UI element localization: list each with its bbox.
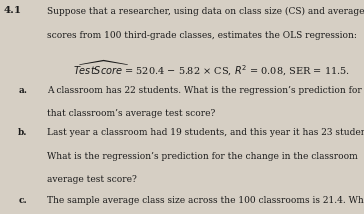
Text: The sample average class size across the 100 classrooms is 21.4. What: The sample average class size across the…: [47, 196, 364, 205]
Text: Last year a classroom had 19 students, and this year it has 23 students.: Last year a classroom had 19 students, a…: [47, 128, 364, 137]
Text: c.: c.: [18, 196, 27, 205]
Text: scores from 100 third-grade classes, estimates the OLS regression:: scores from 100 third-grade classes, est…: [47, 31, 357, 40]
Text: $\widehat{TestScore}$ = 520.4 − 5.82 × CS, $R^2$ = 0.08, SER = 11.5.: $\widehat{TestScore}$ = 520.4 − 5.82 × C…: [73, 58, 350, 77]
Text: A classroom has 22 students. What is the regression’s prediction for: A classroom has 22 students. What is the…: [47, 86, 362, 95]
Text: 4.1: 4.1: [4, 6, 22, 15]
Text: average test score?: average test score?: [47, 175, 137, 184]
Text: b.: b.: [18, 128, 28, 137]
Text: that classroom’s average test score?: that classroom’s average test score?: [47, 109, 215, 118]
Text: What is the regression’s prediction for the change in the classroom: What is the regression’s prediction for …: [47, 152, 358, 161]
Text: a.: a.: [18, 86, 27, 95]
Text: Suppose that a researcher, using data on class size (CS) and average test: Suppose that a researcher, using data on…: [47, 6, 364, 16]
